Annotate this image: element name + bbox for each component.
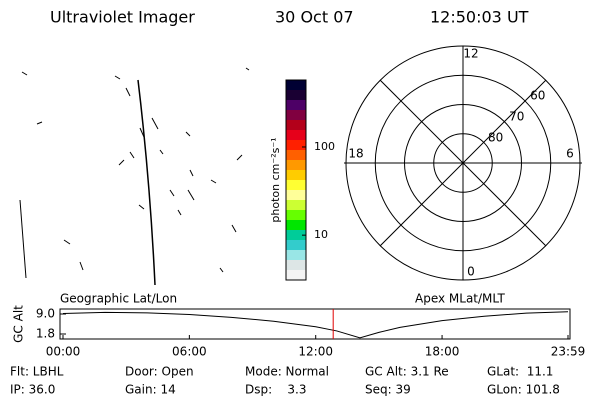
lat-label: 60	[530, 88, 545, 102]
right-label: Apex MLat/MLT	[415, 292, 505, 306]
colorbar-tick-label: 100	[314, 140, 335, 153]
y-tick-label: 9.0	[36, 307, 55, 321]
colorbar-swatch	[286, 120, 306, 131]
status-field: Door: Open	[125, 365, 194, 379]
colorbar-swatch	[286, 80, 306, 91]
mlt-label: 0	[467, 265, 475, 279]
colorbar-swatch	[286, 110, 306, 121]
status-field: GLon: 101.8	[487, 383, 560, 397]
mlt-label: 6	[566, 147, 574, 161]
polar-ring	[404, 104, 522, 222]
colorbar-swatch	[286, 250, 306, 261]
status-field: Gain: 14	[125, 383, 176, 397]
colorbar-swatch	[286, 180, 306, 191]
colorbar-swatch	[286, 210, 306, 221]
image-grid	[19, 67, 250, 286]
x-tick-label: 12:00	[298, 345, 333, 359]
colorbar-swatch	[286, 220, 306, 231]
status-field: Flt: LBHL	[10, 365, 64, 379]
lat-label: 70	[509, 109, 524, 123]
colorbar-swatch	[286, 240, 306, 251]
colorbar-swatch	[286, 260, 306, 271]
status-field: Dsp: 3.3	[245, 383, 307, 397]
colorbar-tick-label: 10	[314, 228, 328, 241]
status-field: Mode: Normal	[245, 365, 329, 379]
status-field: GC Alt: 3.1 Re	[365, 365, 449, 379]
colorbar-swatch	[286, 270, 306, 281]
colorbar-swatch	[286, 100, 306, 111]
colorbar-swatch	[286, 90, 306, 101]
mlt-label: 12	[463, 47, 478, 61]
colorbar-swatch	[286, 160, 306, 171]
status-field: IP: 36.0	[10, 383, 55, 397]
colorbar-frame	[285, 79, 307, 281]
x-tick-label: 06:00	[172, 345, 207, 359]
date: 30 Oct 07	[275, 8, 354, 27]
colorbar-swatch	[286, 230, 306, 241]
colorbar-swatch	[286, 130, 306, 141]
title: Ultraviolet Imager	[50, 8, 195, 27]
left-label: Geographic Lat/Lon	[60, 292, 177, 306]
x-tick-label: 23:59	[551, 345, 586, 359]
y-axis-label: GC Alt	[12, 305, 26, 343]
polar-ring	[433, 133, 493, 193]
x-tick-label: 00:00	[46, 345, 81, 359]
y-tick-label: 1.8	[36, 327, 55, 341]
polar-axis	[379, 79, 547, 247]
x-tick-label: 18:00	[425, 345, 460, 359]
colorbar-swatch	[286, 170, 306, 181]
colorbar-swatch	[286, 150, 306, 161]
altitude-line	[62, 311, 569, 339]
status-field: Seq: 39	[365, 383, 411, 397]
polar-ring	[345, 45, 581, 281]
time: 12:50:03 UT	[430, 8, 529, 27]
colorbar-swatch	[286, 140, 306, 151]
plot-frame	[59, 308, 571, 340]
colorbar-swatch	[286, 200, 306, 211]
status-field: GLat: 11.1	[487, 365, 553, 379]
colorbar-label: photon cm⁻²s⁻¹	[269, 137, 282, 222]
mlt-label: 18	[348, 147, 363, 161]
colorbar-swatch	[286, 190, 306, 201]
lat-label: 80	[488, 130, 503, 144]
polar-ring	[374, 74, 552, 252]
